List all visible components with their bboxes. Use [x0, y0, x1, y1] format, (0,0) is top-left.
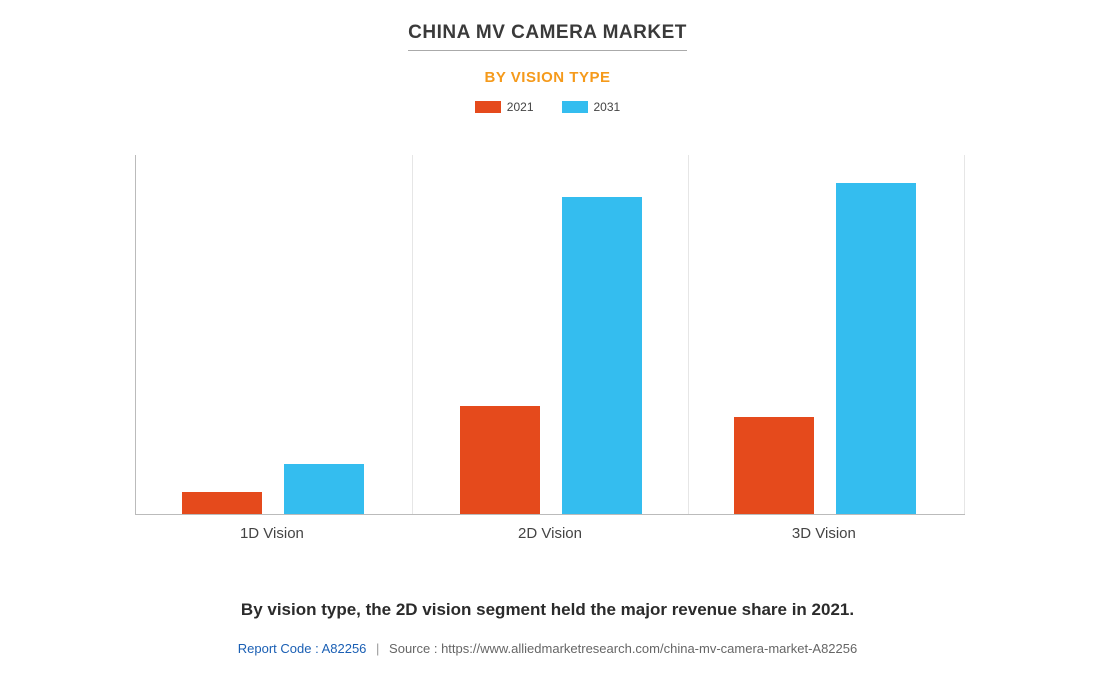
caption-text: By vision type, the 2D vision segment he…	[0, 600, 1095, 620]
plot-area	[135, 155, 965, 515]
chart: 1D Vision 2D Vision 3D Vision	[135, 155, 965, 545]
bar-2031	[836, 183, 916, 514]
gridline	[688, 155, 689, 514]
chart-title: CHINA MV CAMERA MARKET	[408, 22, 687, 51]
legend-swatch-2021	[475, 101, 501, 113]
legend-swatch-2031	[562, 101, 588, 113]
bar-2021	[182, 492, 262, 514]
x-axis-label: 2D Vision	[518, 525, 582, 542]
bar-group	[460, 197, 642, 514]
gridline	[964, 155, 965, 514]
caption-block: By vision type, the 2D vision segment he…	[0, 600, 1095, 620]
bar-2021	[734, 417, 814, 514]
source-url: https://www.alliedmarketresearch.com/chi…	[441, 641, 857, 656]
legend-label: 2031	[594, 100, 621, 114]
x-axis-label: 1D Vision	[240, 525, 304, 542]
chart-subtitle: BY VISION TYPE	[0, 69, 1095, 86]
bar-2031	[284, 464, 364, 514]
legend-label: 2021	[507, 100, 534, 114]
report-code-label: Report Code :	[238, 641, 322, 656]
legend-item-2021: 2021	[475, 100, 534, 114]
source-label: Source :	[389, 641, 441, 656]
gridline	[412, 155, 413, 514]
bar-2031	[562, 197, 642, 514]
report-code: A82256	[322, 641, 367, 656]
footer: Report Code : A82256 | Source : https://…	[0, 641, 1095, 656]
legend: 2021 2031	[0, 100, 1095, 114]
separator: |	[376, 641, 379, 656]
x-axis-label: 3D Vision	[792, 525, 856, 542]
bar-group	[182, 464, 364, 514]
legend-item-2031: 2031	[562, 100, 621, 114]
header: CHINA MV CAMERA MARKET BY VISION TYPE 20…	[0, 0, 1095, 114]
bar-group	[734, 183, 916, 514]
bar-2021	[460, 406, 540, 514]
